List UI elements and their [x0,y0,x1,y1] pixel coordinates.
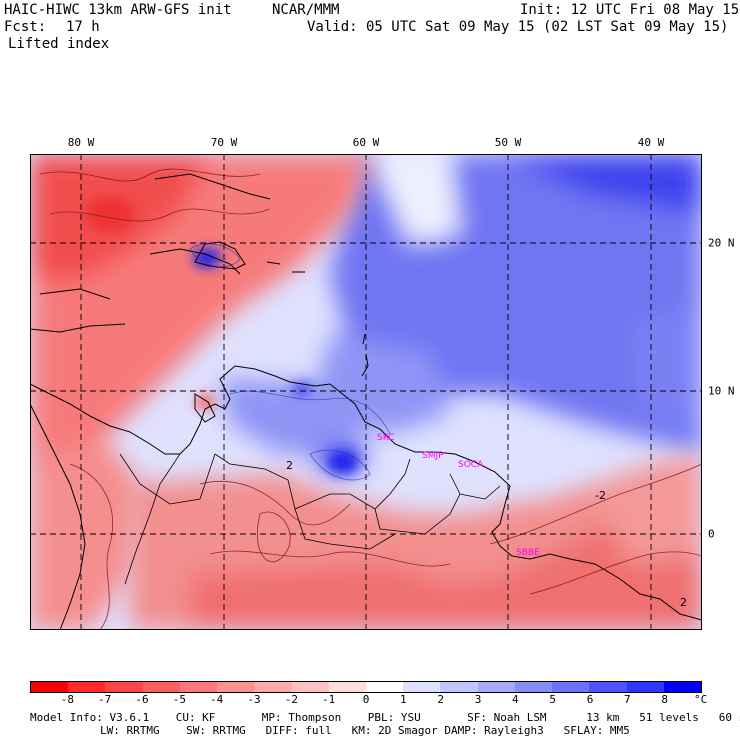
colorbar [30,681,702,693]
station-label: SOCA [458,460,484,470]
lat-label-0: 0 [708,527,715,541]
contour-label: -2 [595,489,606,502]
colorbar-swatch [291,682,329,692]
colorbar-swatch [514,682,553,692]
colorbar-swatch [477,682,515,692]
lon-label-50w: 50 W [494,136,522,149]
contour-label: 2 [680,596,687,609]
forecast-hour: 17 h [66,19,100,35]
lat-label-20n: 20 N [708,236,735,250]
model-info-line1: Model Info: V3.6.1 CU: KF MP: Thompson P… [30,711,740,724]
colorbar-swatch [31,682,69,692]
lon-label-40w: 40 W [637,136,665,149]
colorbar-tick-label: -1 [322,693,336,706]
colorbar-unit: °C [694,693,708,706]
station-label: SBBE [516,548,540,558]
lat-label-10n: 10 N [708,384,735,398]
colorbar-swatch [328,682,366,692]
model-title: HAIC-HIWC 13km ARW-GFS init [4,2,232,18]
station-label: SMJP [422,451,444,461]
colorbar-swatch [217,682,255,692]
colorbar-tick-label: -4 [210,693,224,706]
colorbar-swatch [589,682,627,692]
colorbar-tick-label: 8 [661,693,668,706]
contour-label: 2 [286,459,293,472]
colorbar-tick-label: -5 [172,693,186,706]
colorbar-swatch [105,682,143,692]
colorbar-swatch [365,682,404,692]
init-time: Init: 12 UTC Fri 08 May 15 [520,2,740,18]
colorbar-tick-label: 7 [624,693,631,706]
colorbar-tick-label: 1 [400,693,407,706]
lon-label-70w: 70 W [210,136,238,149]
colorbar-swatch [626,682,664,692]
colorbar-tick-label: 6 [586,693,594,706]
colorbar-swatch [663,682,701,692]
colorbar-tick-label: -7 [98,693,112,706]
colorbar-tick-label: -6 [135,693,149,706]
lifted-index-map: 2 -2 2 [30,154,702,630]
colorbar-swatch [440,682,478,692]
model-info-line2: LW: RRTMG SW: RRTMG DIFF: full KM: 2D Sm… [100,724,630,737]
colorbar-swatch [552,682,590,692]
colorbar-swatch [254,682,292,692]
lon-label-60w: 60 W [352,136,380,149]
station-label: SKC [377,433,395,443]
lon-label-80w: 80 W [67,136,95,149]
colorbar-tick-label: -3 [247,693,261,706]
colorbar-tick-label: -2 [284,693,298,706]
colorbar-swatch [68,682,106,692]
forecast-label: Fcst: [4,19,47,35]
center-label: NCAR/MMM [272,2,340,18]
colorbar-tick-label: 5 [549,693,556,706]
colorbar-tick-label: -8 [60,693,74,706]
valid-time: Valid: 05 UTC Sat 09 May 15 (02 LST Sat … [307,19,729,35]
colorbar-tick-label: 0 [362,693,370,706]
colorbar-swatch [142,682,180,692]
colorbar-tick-label: 3 [474,693,482,706]
colorbar-swatch [403,682,441,692]
colorbar-swatch [179,682,218,692]
colorbar-tick-label: 4 [512,693,519,706]
field-name: Lifted index [8,36,110,52]
colorbar-tick-label: 2 [437,693,444,706]
